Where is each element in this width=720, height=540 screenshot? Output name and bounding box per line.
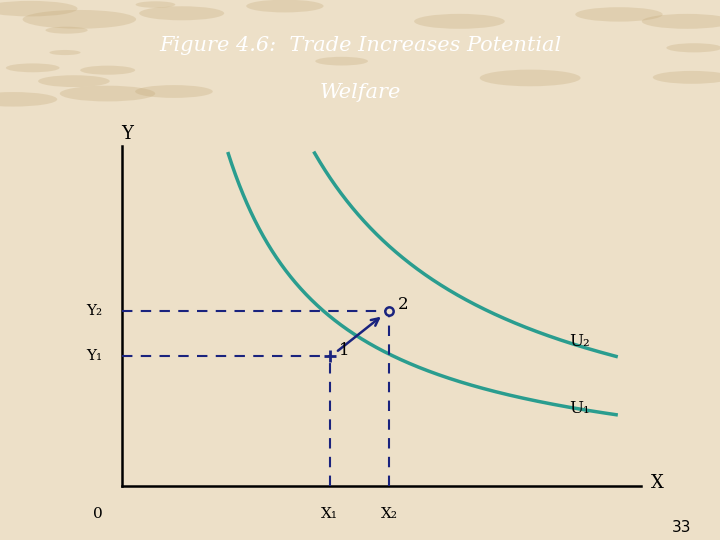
Circle shape (29, 55, 134, 72)
Text: Figure 4.6:  Trade Increases Potential: Figure 4.6: Trade Increases Potential (159, 36, 561, 55)
Circle shape (529, 109, 582, 118)
Text: 0: 0 (93, 507, 103, 521)
Circle shape (0, 9, 48, 22)
Circle shape (547, 16, 608, 26)
Text: U₁: U₁ (570, 400, 590, 417)
Text: 1: 1 (338, 342, 349, 359)
Circle shape (426, 87, 485, 97)
Text: X₁: X₁ (321, 507, 338, 521)
Circle shape (650, 112, 685, 118)
Circle shape (382, 35, 454, 46)
Text: U₂: U₂ (570, 334, 590, 350)
Circle shape (437, 55, 492, 64)
Circle shape (163, 22, 241, 35)
Circle shape (644, 17, 698, 25)
Text: X₂: X₂ (380, 507, 397, 521)
Text: Y: Y (122, 125, 133, 143)
Circle shape (17, 36, 61, 43)
Text: Y₁: Y₁ (86, 349, 103, 363)
Circle shape (189, 71, 289, 88)
Text: Welfare: Welfare (319, 83, 401, 102)
Text: Y₂: Y₂ (86, 304, 103, 318)
Circle shape (599, 0, 636, 4)
Circle shape (192, 63, 304, 82)
Circle shape (353, 0, 464, 17)
Circle shape (314, 77, 415, 94)
Circle shape (420, 92, 481, 102)
Circle shape (68, 99, 163, 114)
Text: X: X (651, 474, 664, 492)
Text: 2: 2 (398, 296, 408, 313)
Circle shape (296, 82, 343, 90)
Text: 33: 33 (672, 519, 691, 535)
Circle shape (492, 32, 580, 46)
